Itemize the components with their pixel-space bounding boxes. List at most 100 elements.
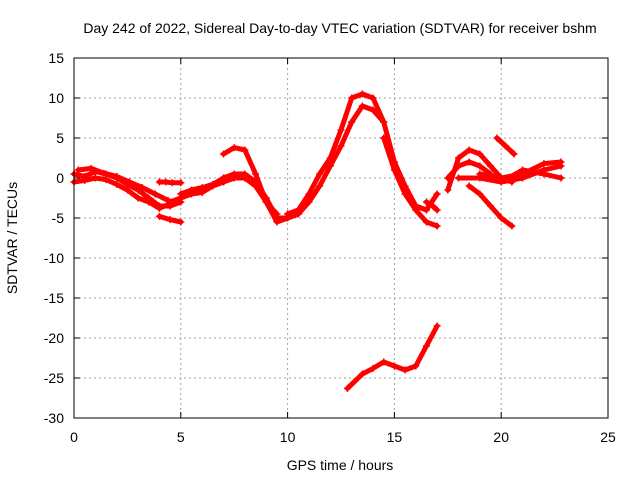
data-point	[454, 162, 462, 170]
data-point	[262, 198, 270, 206]
data-point	[433, 206, 441, 214]
data-point	[241, 174, 249, 182]
data-point	[487, 162, 495, 170]
data-point	[316, 182, 324, 190]
x-tick-label: 10	[280, 429, 296, 445]
data-point	[444, 186, 452, 194]
data-point	[151, 190, 159, 198]
series-arc-3	[75, 165, 171, 203]
data-point	[493, 134, 501, 142]
data-point	[155, 178, 163, 186]
data-point	[305, 198, 313, 206]
data-point	[87, 164, 95, 172]
y-tick-label: -5	[52, 210, 65, 226]
data-point	[380, 118, 388, 126]
data-point	[422, 218, 430, 226]
data-point	[316, 170, 324, 178]
data-point	[380, 134, 388, 142]
y-axis-label: SDTVAR / TECUs	[4, 182, 20, 294]
data-point	[138, 184, 146, 192]
data-point	[369, 364, 377, 372]
y-tick-label: -30	[44, 410, 64, 426]
data-point	[123, 186, 131, 194]
data-point	[429, 202, 437, 210]
data-point	[401, 366, 409, 374]
data-point	[358, 370, 366, 378]
data-point	[540, 170, 548, 178]
data-point	[422, 198, 430, 206]
data-point	[465, 182, 473, 190]
chart-title: Day 242 of 2022, Sidereal Day-to-day VTE…	[83, 20, 596, 36]
data-point	[177, 179, 185, 187]
y-tick-label: 0	[56, 170, 64, 186]
data-point	[337, 126, 345, 134]
data-point	[476, 162, 484, 170]
data-point	[113, 180, 121, 188]
data-point	[145, 198, 153, 206]
y-tick-label: -15	[44, 290, 64, 306]
data-point	[343, 384, 351, 392]
data-point	[540, 160, 548, 168]
data-point	[284, 214, 292, 222]
data-point	[412, 362, 420, 370]
y-tick-label: 5	[56, 130, 64, 146]
data-point	[100, 169, 108, 177]
data-point	[305, 190, 313, 198]
x-tick-label: 5	[177, 429, 185, 445]
data-point	[476, 190, 484, 198]
plot-frame	[73, 57, 609, 419]
data-point	[220, 178, 228, 186]
x-axis-label: GPS time / hours	[287, 457, 394, 473]
data-point	[155, 212, 163, 220]
data-point	[198, 184, 206, 192]
data-point	[465, 158, 473, 166]
data-point	[487, 202, 495, 210]
data-point	[134, 194, 142, 202]
data-point	[422, 342, 430, 350]
data-point	[126, 178, 134, 186]
data-point	[508, 222, 516, 230]
data-point	[241, 146, 249, 154]
data-point	[557, 174, 565, 182]
series-arc-12	[285, 103, 387, 221]
data-point	[91, 174, 99, 182]
data-point	[74, 166, 82, 174]
data-point	[209, 180, 217, 188]
data-point	[444, 174, 452, 182]
data-point	[252, 182, 260, 190]
data-point	[557, 158, 565, 166]
data-point	[476, 170, 484, 178]
data-series	[70, 90, 565, 392]
data-point	[497, 178, 505, 186]
data-point	[230, 174, 238, 182]
x-tick-label: 25	[600, 429, 616, 445]
x-tick-labels: 0 5 10 15 20 25	[70, 429, 616, 445]
data-point	[155, 204, 163, 212]
y-tick-label: -10	[44, 250, 64, 266]
data-point	[177, 190, 185, 198]
data-point	[454, 154, 462, 162]
data-point	[348, 94, 356, 102]
data-point	[433, 190, 441, 198]
data-point	[252, 170, 260, 178]
data-point	[326, 162, 334, 170]
data-point	[187, 186, 195, 194]
data-point	[401, 190, 409, 198]
series-arc-11	[285, 91, 365, 217]
data-point	[390, 362, 398, 370]
axis-ticks	[73, 57, 609, 419]
data-point	[501, 142, 509, 150]
data-point	[412, 206, 420, 214]
data-point	[497, 214, 505, 222]
data-point	[220, 150, 228, 158]
series-arc-10	[221, 175, 280, 217]
data-point	[433, 322, 441, 330]
series-arc-16	[344, 323, 440, 391]
data-point	[168, 179, 176, 187]
data-point	[166, 216, 174, 224]
y-tick-label: -20	[44, 330, 64, 346]
data-point	[162, 178, 170, 186]
data-point	[113, 172, 121, 180]
y-tick-label: -25	[44, 370, 64, 386]
